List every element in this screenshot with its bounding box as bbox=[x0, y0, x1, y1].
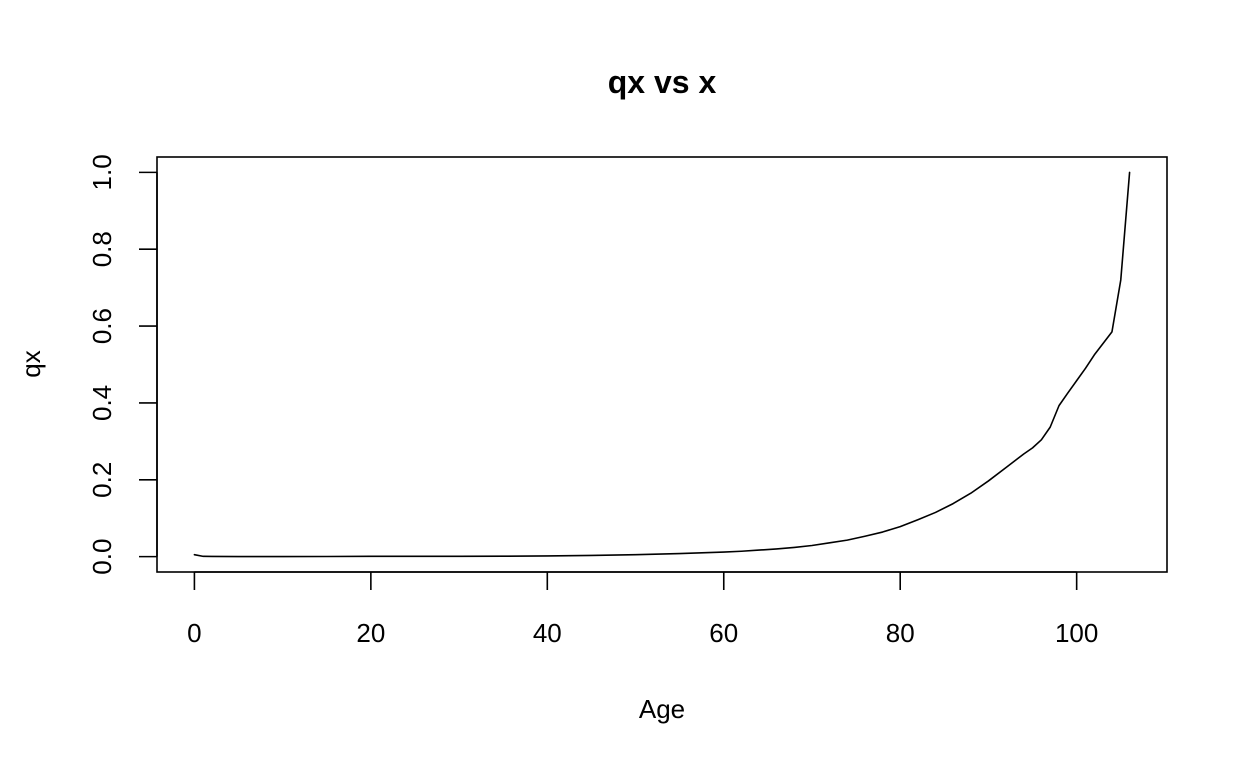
y-axis-label: qx bbox=[16, 350, 46, 377]
x-tick-label: 20 bbox=[356, 618, 385, 648]
x-axis-label: Age bbox=[639, 694, 685, 724]
x-tick-label: 60 bbox=[709, 618, 738, 648]
y-tick-label: 0.6 bbox=[87, 308, 117, 344]
x-tick-label: 100 bbox=[1055, 618, 1098, 648]
x-tick-label: 80 bbox=[886, 618, 915, 648]
series-layer bbox=[193, 171, 1131, 558]
y-tick-label: 1.0 bbox=[87, 154, 117, 190]
x-tick-label: 40 bbox=[533, 618, 562, 648]
y-tick-label: 0.0 bbox=[87, 539, 117, 575]
x-tick-label: 0 bbox=[187, 618, 201, 648]
series-line-0 bbox=[193, 171, 1131, 558]
y-tick-label: 0.2 bbox=[87, 462, 117, 498]
x-axis: 0 20 40 60 80 100 bbox=[187, 571, 1098, 648]
chart-title: qx vs x bbox=[608, 64, 717, 100]
y-axis: 0.0 0.2 0.4 0.6 0.8 1.0 bbox=[87, 154, 158, 575]
y-tick-label: 0.8 bbox=[87, 231, 117, 267]
plot-frame bbox=[156, 156, 1168, 573]
y-tick-label: 0.4 bbox=[87, 385, 117, 421]
